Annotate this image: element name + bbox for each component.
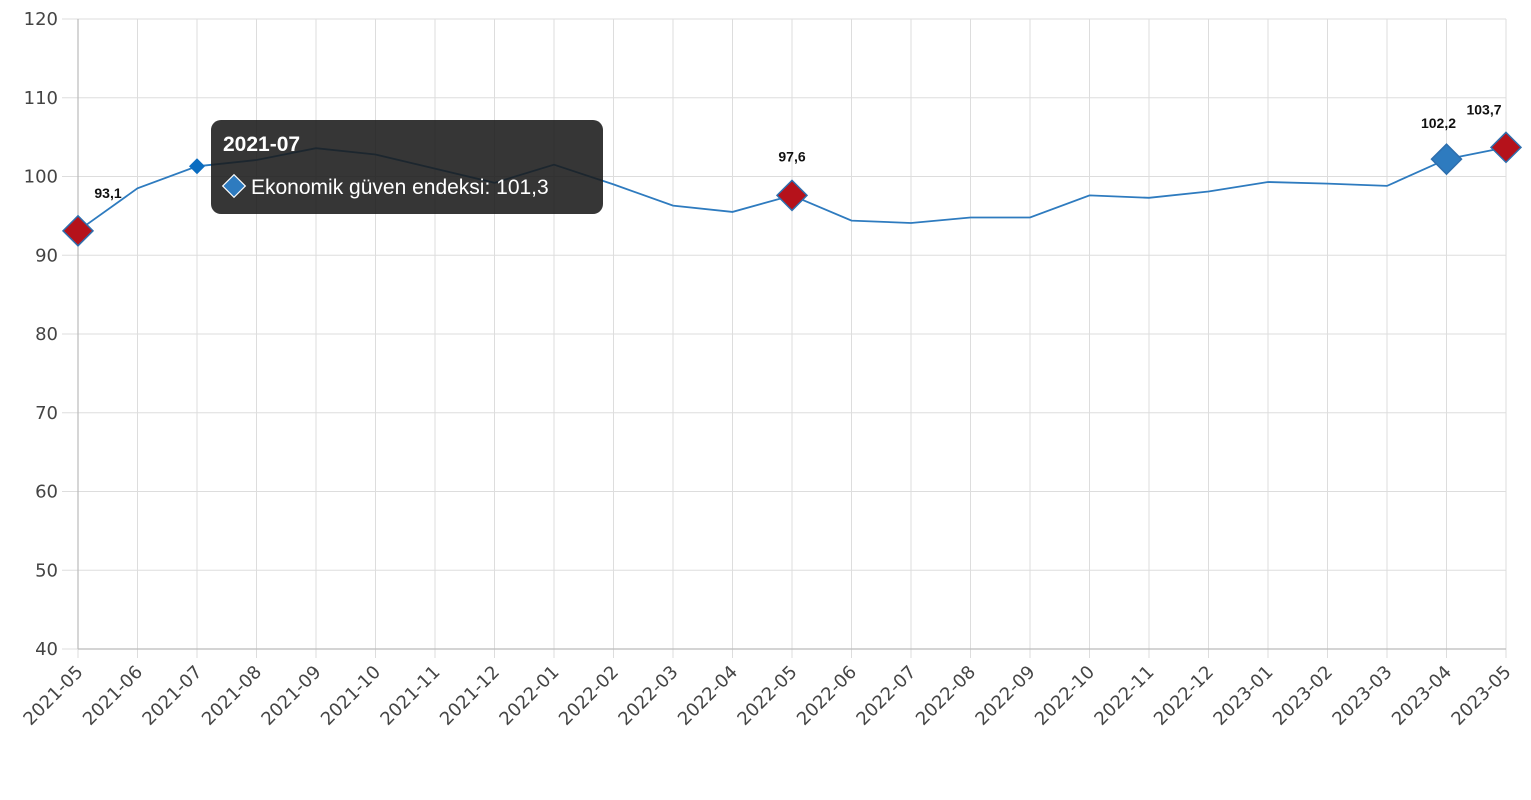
x-tick-label: 2022-05 (733, 662, 801, 730)
x-tick-label: 2022-03 (614, 662, 682, 730)
x-tick-label: 2022-04 (674, 662, 742, 730)
x-tick-label: 2021-07 (138, 662, 206, 730)
y-tick-label: 40 (35, 639, 58, 660)
x-tick-label: 2022-08 (912, 662, 980, 730)
y-tick-label: 50 (35, 560, 58, 581)
highlight-markers (61, 131, 1523, 247)
x-tick-label: 2021-09 (257, 662, 325, 730)
x-tick-label: 2023-04 (1388, 662, 1456, 730)
y-tick-label: 60 (35, 482, 58, 503)
x-tick-label: 2023-05 (1447, 662, 1515, 730)
x-tick-label: 2021-06 (79, 662, 147, 730)
y-tick-label: 100 (24, 167, 58, 188)
x-tick-label: 2021-11 (376, 662, 444, 730)
x-tick-label: 2022-10 (1031, 662, 1099, 730)
highlight-marker[interactable] (1489, 131, 1523, 164)
x-tick-label: 2022-09 (971, 662, 1039, 730)
tooltip: 2021-07 Ekonomik güven endeksi: 101,3 (211, 120, 603, 214)
y-tick-label: 120 (24, 9, 58, 30)
hover-point[interactable] (189, 158, 205, 175)
tooltip-text: Ekonomik güven endeksi: 101,3 (251, 176, 549, 199)
x-tick-label: 2021-10 (317, 662, 385, 730)
x-tick-label: 2022-02 (555, 662, 623, 730)
x-tick-label: 2021-05 (19, 662, 87, 730)
data-label: 103,7 (1466, 101, 1501, 117)
y-tick-label: 110 (24, 88, 58, 109)
data-labels: 93,1 97,6 102,2 103,7 (94, 101, 1501, 200)
x-tick-label: 2023-01 (1209, 662, 1277, 730)
x-tick-label: 2021-08 (198, 662, 266, 730)
x-tick-label: 2022-07 (852, 662, 920, 730)
x-tick-label: 2021-12 (436, 662, 504, 730)
diamond-icon (221, 173, 247, 199)
data-label: 97,6 (778, 148, 805, 164)
tooltip-box (211, 120, 603, 214)
tooltip-title: 2021-07 (223, 133, 300, 156)
highlight-marker[interactable] (775, 179, 809, 212)
y-axis-ticks: 40 50 60 70 80 90 100 110 120 (24, 9, 58, 660)
x-tick-label: 2023-02 (1269, 662, 1337, 730)
x-tick-label: 2023-03 (1328, 662, 1396, 730)
highlight-marker[interactable] (1430, 143, 1463, 176)
x-tick-label: 2022-12 (1150, 662, 1218, 730)
y-tick-label: 90 (35, 245, 58, 266)
data-label: 93,1 (94, 185, 121, 201)
x-tick-label: 2022-11 (1090, 662, 1158, 730)
y-tick-label: 80 (35, 324, 58, 345)
data-label: 102,2 (1421, 115, 1456, 131)
axes (77, 19, 1506, 650)
grid-lines (62, 18, 1507, 658)
x-axis-ticks: 2021-052021-062021-072021-082021-092021-… (19, 662, 1515, 730)
x-tick-label: 2022-01 (495, 662, 563, 730)
x-tick-label: 2022-06 (793, 662, 861, 730)
y-tick-label: 70 (35, 403, 58, 424)
highlight-marker[interactable] (61, 214, 95, 247)
